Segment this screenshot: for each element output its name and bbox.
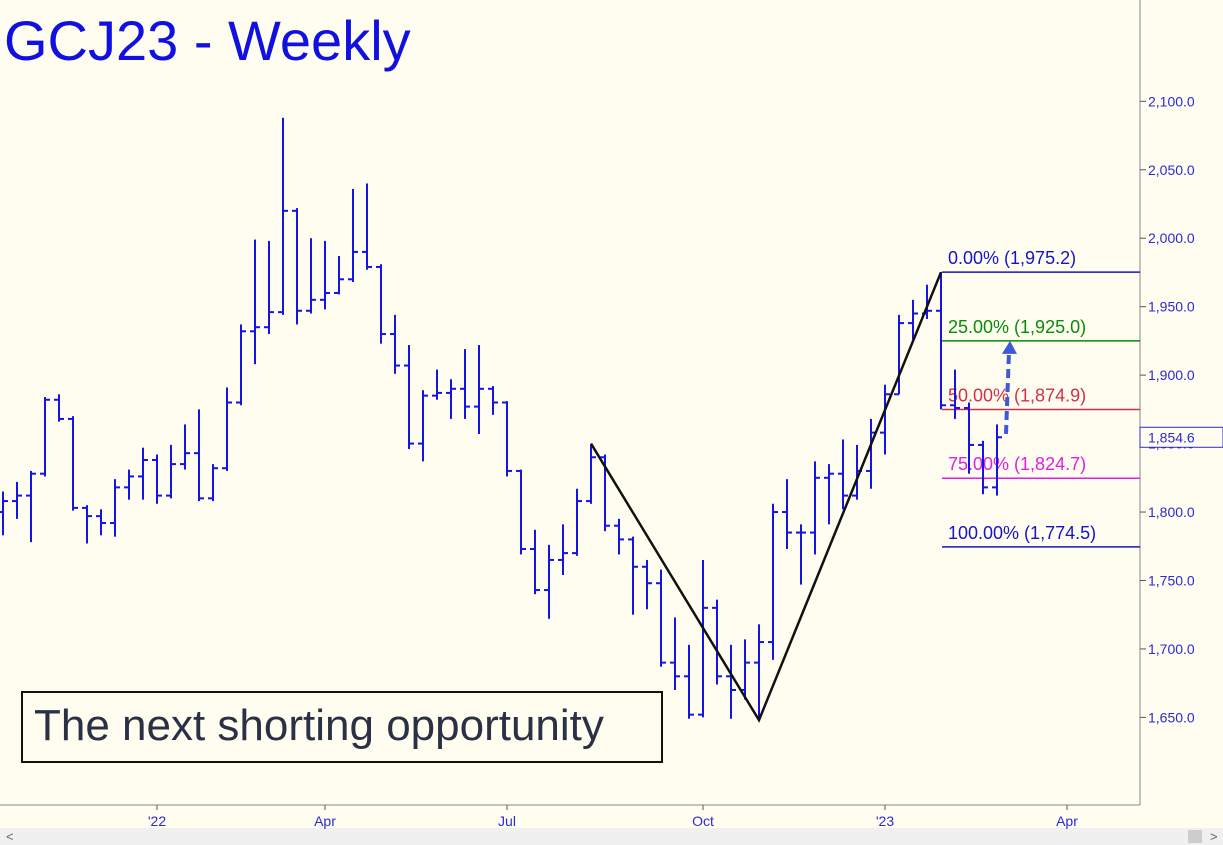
scroll-left[interactable]: <: [6, 829, 14, 844]
fib-label: 50.00% (1,874.9): [948, 385, 1086, 405]
scroll-thumb[interactable]: [1188, 830, 1202, 843]
y-tick-label: 2,100.0: [1148, 93, 1195, 109]
x-tick-label: Apr: [1056, 813, 1078, 829]
zigzag-line: [589, 271, 943, 723]
y-tick-label: 1,750.0: [1148, 572, 1195, 588]
y-tick-label: 1,700.0: [1148, 641, 1195, 657]
y-tick-label: 1,900.0: [1148, 367, 1195, 383]
scroll-right[interactable]: >: [1210, 829, 1218, 844]
last-price-label: 1,854.6: [1148, 429, 1195, 445]
y-tick-label: 2,000.0: [1148, 230, 1195, 246]
last-price-box: [1139, 426, 1223, 448]
annotation-box: [21, 691, 663, 763]
x-tick-label: Oct: [692, 813, 714, 829]
annotation-text: The next shorting opportunity: [34, 701, 604, 750]
x-tick-label: Apr: [314, 813, 336, 829]
scrollbar[interactable]: < >: [0, 828, 1223, 845]
fib-label: 0.00% (1,975.2): [948, 248, 1076, 268]
y-tick-label: 1,950.0: [1148, 299, 1195, 315]
x-tick-label: '22: [148, 813, 166, 829]
x-tick-label: Jul: [498, 813, 516, 829]
fib-label: 100.00% (1,774.5): [948, 523, 1096, 543]
y-tick-label: 1,800.0: [1148, 504, 1195, 520]
arrow-head: [1002, 340, 1017, 354]
price-bars: [0, 117, 1002, 721]
fib-label: 25.00% (1,925.0): [948, 317, 1086, 337]
x-tick-label: '23: [876, 813, 894, 829]
y-tick-label: 2,050.0: [1148, 162, 1195, 178]
chart-title: GCJ23 - Weekly: [4, 9, 411, 72]
scroll-track: [0, 828, 1223, 845]
y-tick-label: 1,650.0: [1148, 709, 1195, 725]
